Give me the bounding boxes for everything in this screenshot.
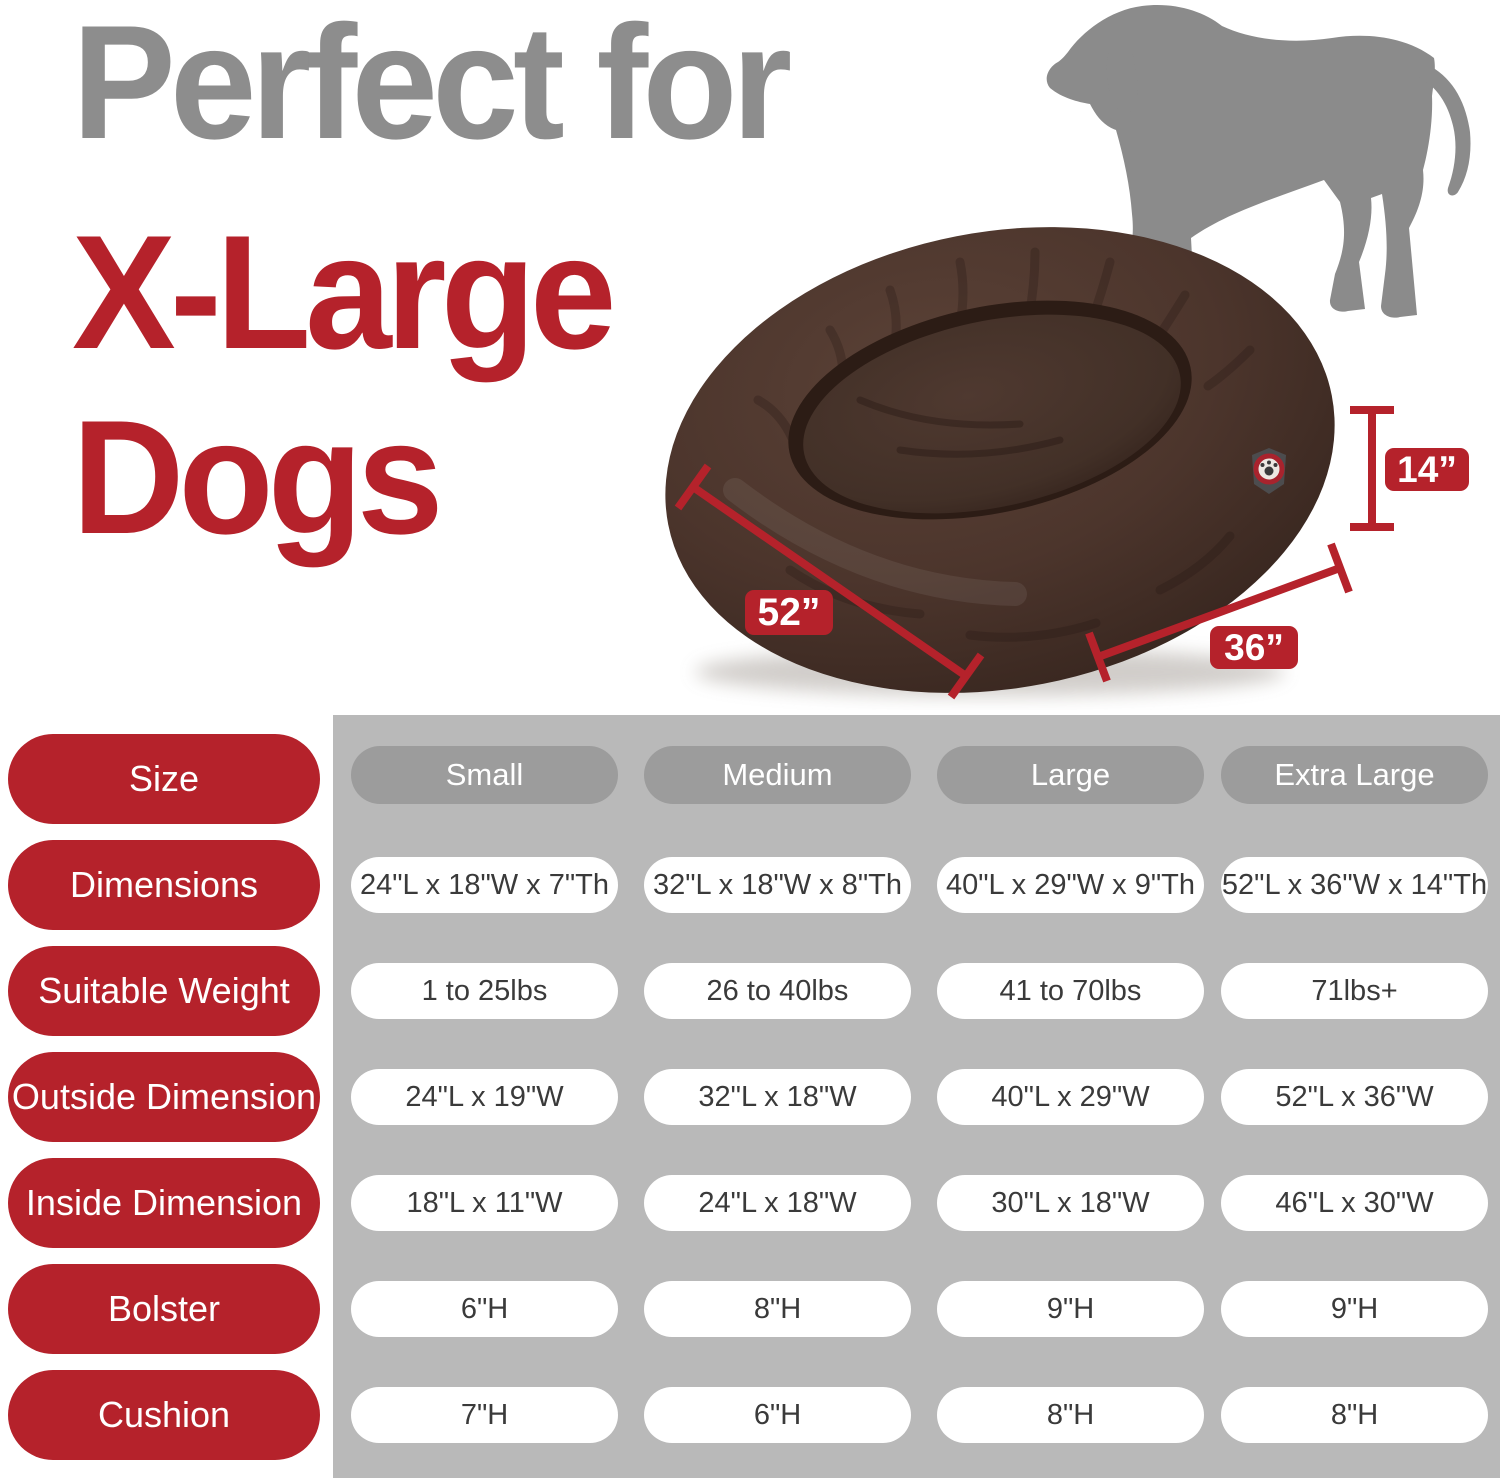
row-label-dimensions: Dimensions xyxy=(8,840,320,930)
row-label-cushion: Cushion xyxy=(8,1370,320,1460)
cell-dimensions-large: 40"L x 29"W x 9"Th xyxy=(937,857,1204,913)
cell-outside-small: 24"L x 19"W xyxy=(351,1069,618,1125)
table-row: Inside Dimension 18"L x 11"W 24"L x 18"W… xyxy=(0,1158,1500,1248)
column-header-large: Large xyxy=(937,746,1204,804)
cell-cushion-small: 7"H xyxy=(351,1387,618,1443)
cell-dimensions-small: 24"L x 18"W x 7"Th xyxy=(351,857,618,913)
row-label-suitable-weight: Suitable Weight xyxy=(8,946,320,1036)
cell-bolster-extra-large: 9"H xyxy=(1221,1281,1488,1337)
title-line-1: Perfect for xyxy=(72,0,792,173)
table-row: Bolster 6"H 8"H 9"H 9"H xyxy=(0,1264,1500,1354)
table-header-row: Size Small Medium Large Extra Large xyxy=(0,734,1500,824)
cell-weight-extra-large: 71lbs+ xyxy=(1221,963,1488,1019)
row-label-inside-dimension: Inside Dimension xyxy=(8,1158,320,1248)
hero-section: Perfect for X-Large Dogs xyxy=(0,0,1500,713)
cell-inside-large: 30"L x 18"W xyxy=(937,1175,1204,1231)
cell-cushion-medium: 6"H xyxy=(644,1387,911,1443)
table-row: Suitable Weight 1 to 25lbs 26 to 40lbs 4… xyxy=(0,946,1500,1036)
brand-badge-icon xyxy=(1252,448,1286,494)
size-comparison-table: Size Small Medium Large Extra Large Dime… xyxy=(0,713,1500,1478)
row-label-size: Size xyxy=(8,734,320,824)
bed-cushion xyxy=(803,314,1181,514)
column-header-small: Small xyxy=(351,746,618,804)
title-line-3: Dogs xyxy=(72,387,444,568)
cell-outside-extra-large: 52"L x 36"W xyxy=(1221,1069,1488,1125)
length-badge: 52” xyxy=(745,590,833,635)
cell-weight-medium: 26 to 40lbs xyxy=(644,963,911,1019)
column-header-extra-large: Extra Large xyxy=(1221,746,1488,804)
row-label-outside-dimension: Outside Dimension xyxy=(8,1052,320,1142)
cell-outside-large: 40"L x 29"W xyxy=(937,1069,1204,1125)
cell-dimensions-medium: 32"L x 18"W x 8"Th xyxy=(644,857,911,913)
cell-inside-extra-large: 46"L x 30"W xyxy=(1221,1175,1488,1231)
width-badge: 36” xyxy=(1210,626,1298,669)
column-header-medium: Medium xyxy=(644,746,911,804)
cell-weight-small: 1 to 25lbs xyxy=(351,963,618,1019)
cell-inside-small: 18"L x 11"W xyxy=(351,1175,618,1231)
dog-tail xyxy=(1416,64,1471,196)
bed-cushion-creases xyxy=(856,396,1064,458)
table-row: Dimensions 24"L x 18"W x 7"Th 32"L x 18"… xyxy=(0,840,1500,930)
row-label-bolster: Bolster xyxy=(8,1264,320,1354)
cell-bolster-medium: 8"H xyxy=(644,1281,911,1337)
cell-outside-medium: 32"L x 18"W xyxy=(644,1069,911,1125)
cell-weight-large: 41 to 70lbs xyxy=(937,963,1204,1019)
title-line-2: X-Large xyxy=(72,202,616,383)
cell-bolster-small: 6"H xyxy=(351,1281,618,1337)
cell-inside-medium: 24"L x 18"W xyxy=(644,1175,911,1231)
cell-cushion-extra-large: 8"H xyxy=(1221,1387,1488,1443)
cell-bolster-large: 9"H xyxy=(937,1281,1204,1337)
table-row: Cushion 7"H 6"H 8"H 8"H xyxy=(0,1370,1500,1460)
cell-cushion-large: 8"H xyxy=(937,1387,1204,1443)
height-badge: 14” xyxy=(1385,448,1469,491)
cell-dimensions-extra-large: 52"L x 36"W x 14"Th xyxy=(1221,857,1488,913)
dog-ear xyxy=(1106,32,1138,113)
table-row: Outside Dimension 24"L x 19"W 32"L x 18"… xyxy=(0,1052,1500,1142)
